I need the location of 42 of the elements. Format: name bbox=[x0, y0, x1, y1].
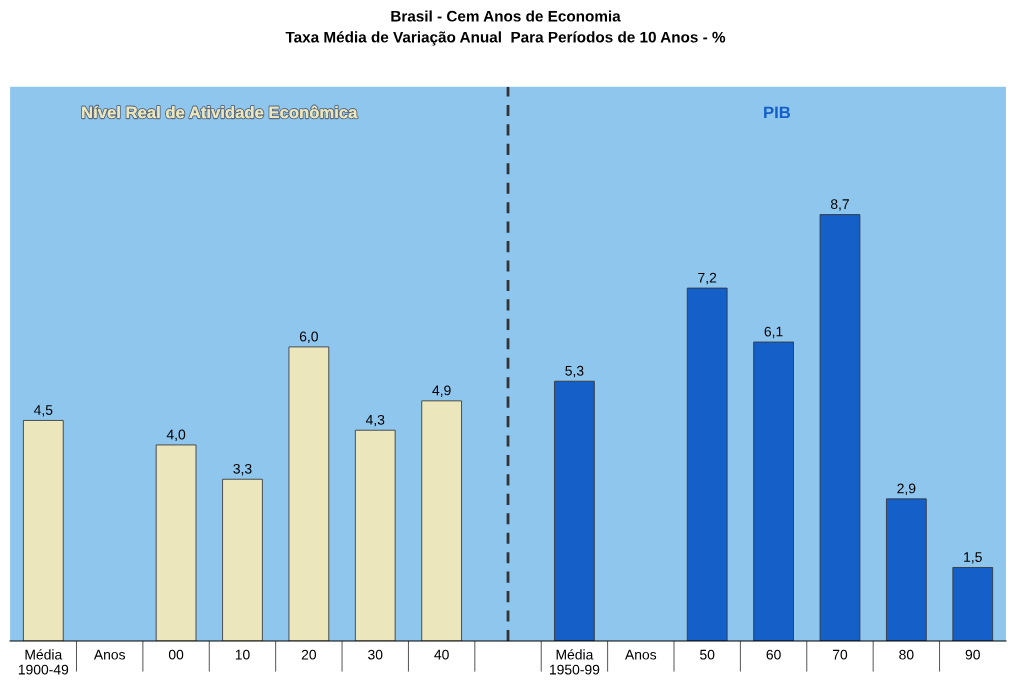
x-tick-label: 50 bbox=[700, 649, 715, 660]
data-label: 4,0 bbox=[166, 429, 186, 442]
x-tick-label: 00 bbox=[168, 649, 184, 660]
text: Nível Real de Atividade Econômica bbox=[82, 105, 358, 119]
x-tick-label: 80 bbox=[899, 649, 914, 660]
x-tick-label: 40 bbox=[434, 649, 449, 660]
bar bbox=[753, 341, 794, 642]
bar bbox=[819, 214, 861, 642]
x-tick-label: 70 bbox=[832, 649, 848, 660]
bar bbox=[354, 429, 396, 642]
x-tick-label: 30 bbox=[368, 649, 383, 660]
data-label: 5,3 bbox=[565, 365, 584, 378]
bar bbox=[155, 444, 197, 642]
x-tick-label: 10 bbox=[235, 649, 250, 660]
bar bbox=[686, 287, 728, 642]
chart-subtitle: Taxa Média de Variação Anual Para Períodos de 10 Anos - % bbox=[285, 31, 726, 46]
bar bbox=[952, 567, 994, 642]
data-label: 6,1 bbox=[764, 326, 783, 339]
x-tick-label: 20 bbox=[301, 649, 317, 660]
x-tick-label: Média 1950-99 bbox=[549, 649, 600, 675]
data-label: 7,2 bbox=[698, 272, 717, 285]
data-label: 1,5 bbox=[964, 552, 982, 564]
data-label: 2,9 bbox=[897, 483, 916, 495]
data-label: 4,5 bbox=[33, 405, 53, 417]
data-label: 8,7 bbox=[830, 199, 849, 211]
x-tick-label: Anos bbox=[93, 649, 126, 660]
bar bbox=[421, 400, 462, 642]
bar bbox=[222, 478, 263, 642]
bar bbox=[288, 346, 330, 642]
bar bbox=[22, 420, 64, 642]
x-tick-label: Anos bbox=[625, 649, 657, 660]
x-tick-label: Média 1900-49 bbox=[18, 649, 69, 675]
text: PIB bbox=[764, 106, 791, 119]
data-label: 6,0 bbox=[299, 331, 318, 344]
data-label: 4,3 bbox=[365, 414, 385, 427]
data-label: 4,9 bbox=[432, 385, 451, 397]
x-tick-label: 90 bbox=[965, 649, 980, 660]
bar bbox=[554, 380, 595, 642]
x-tick-label: 60 bbox=[766, 649, 781, 660]
bar bbox=[886, 498, 927, 642]
chart-title: Brasil - Cem Anos de Economia bbox=[391, 10, 621, 22]
data-label: 3,3 bbox=[233, 463, 252, 476]
